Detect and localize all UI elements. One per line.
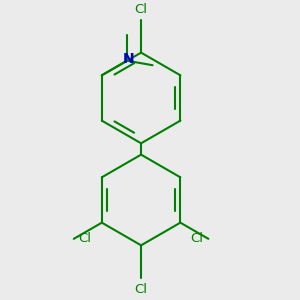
Text: Cl: Cl — [135, 3, 148, 16]
Text: Cl: Cl — [135, 283, 148, 296]
Text: Cl: Cl — [79, 232, 92, 245]
Text: N: N — [123, 52, 134, 66]
Text: Cl: Cl — [190, 232, 203, 245]
